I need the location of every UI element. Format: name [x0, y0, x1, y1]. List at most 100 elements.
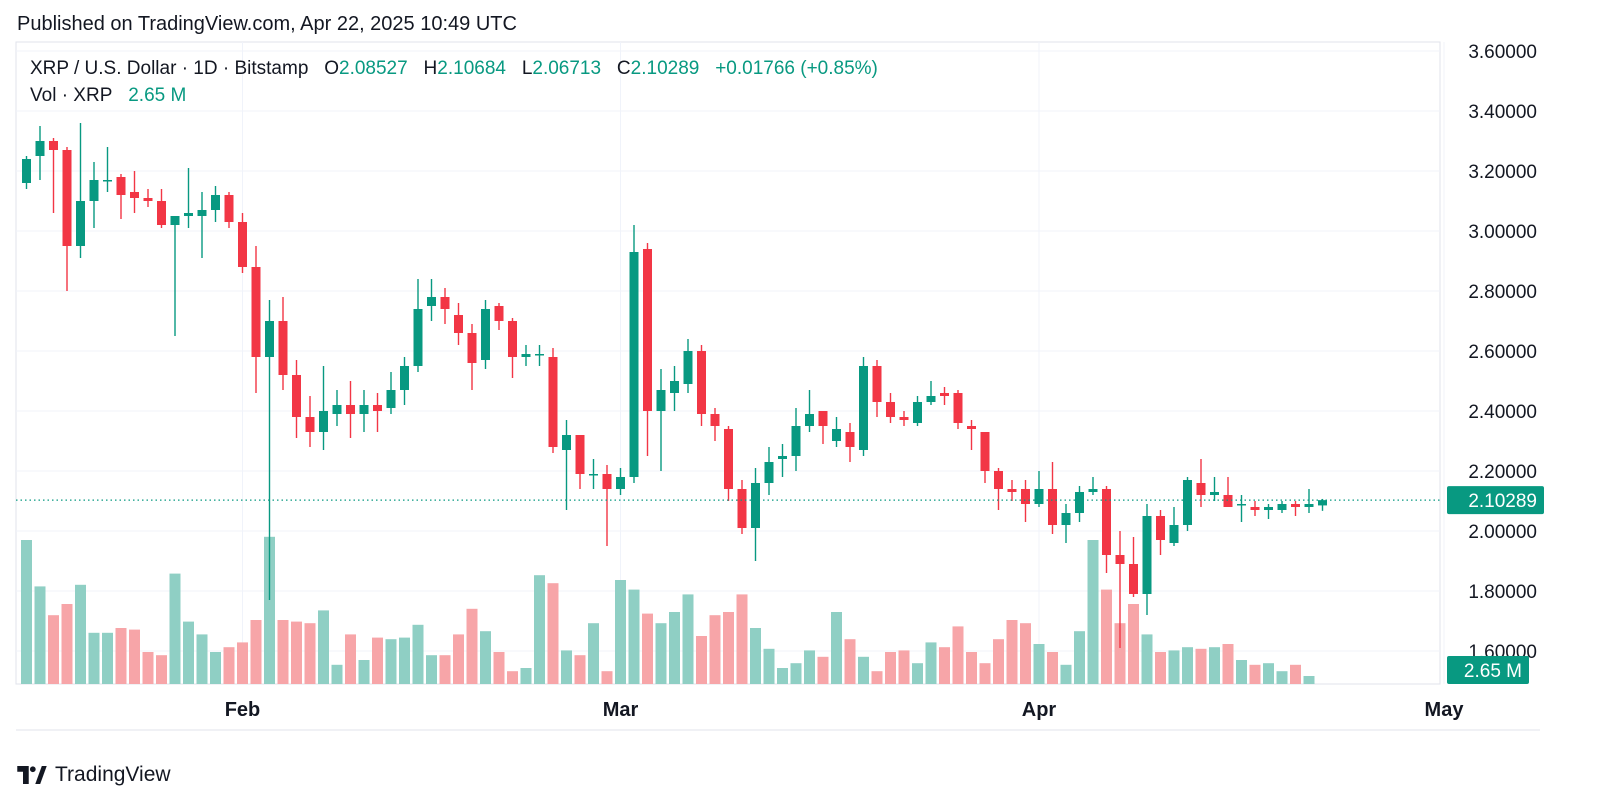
candle-body: [22, 159, 31, 183]
volume-bar: [642, 613, 653, 684]
candle-body: [143, 198, 153, 201]
candle-body: [76, 201, 85, 246]
candle-body: [1061, 513, 1071, 525]
volume-bar: [561, 650, 572, 684]
volume-bar: [696, 636, 707, 684]
open-value: 2.08527: [339, 58, 408, 79]
candle-body: [116, 177, 126, 195]
candle-body: [724, 429, 733, 489]
volume-bar: [1074, 631, 1085, 684]
volume-bar: [1168, 650, 1180, 684]
volume-bar: [88, 632, 100, 684]
volume-bar: [1087, 540, 1099, 684]
candle-body: [953, 393, 963, 423]
volume-bar: [48, 615, 59, 684]
candle-body: [818, 411, 828, 426]
y-tick-label: 2.60000: [1468, 342, 1537, 363]
volume-bar: [682, 594, 694, 684]
volume-bar: [939, 647, 950, 684]
y-tick-label: 2.40000: [1468, 402, 1537, 423]
volume-bar: [1006, 620, 1018, 684]
candle-body: [62, 150, 72, 246]
candle-body: [521, 354, 531, 357]
candle-body: [157, 201, 166, 225]
low-label: L: [521, 58, 533, 79]
volume-bar: [979, 663, 991, 684]
volume-bar: [966, 652, 977, 684]
volume-bar: [102, 632, 113, 684]
volume-bar: [372, 637, 383, 684]
y-tick-label: 1.80000: [1468, 582, 1537, 603]
last-price-badge: [1447, 486, 1544, 515]
volume-bar: [1128, 604, 1139, 684]
open-label: O: [324, 58, 340, 79]
candle-body: [967, 426, 976, 429]
candle-body: [251, 267, 261, 357]
candle-body: [1129, 564, 1138, 594]
candle-body: [103, 180, 112, 182]
volume-bar: [885, 652, 896, 684]
volume-bar: [655, 623, 667, 684]
candle-body: [656, 390, 666, 411]
tradingview-brand[interactable]: TradingView: [55, 763, 171, 786]
volume-bar: [547, 583, 559, 684]
y-tick-label: 2.00000: [1468, 522, 1537, 543]
y-tick-label: 3.00000: [1468, 222, 1537, 243]
candle-body: [346, 405, 355, 414]
volume-bar: [453, 634, 464, 684]
price-chart[interactable]: 3.60000 3.40000 3.20000 3.00000 2.80000 2.600…: [0, 0, 1600, 740]
candle-body: [778, 456, 787, 459]
candle-body: [886, 402, 895, 417]
volume-bar: [183, 621, 194, 684]
volume-bar: [129, 629, 140, 684]
candle-body: [940, 393, 949, 396]
volume-bar: [115, 628, 127, 684]
volume-legend: Vol · XRP 2.65 M: [30, 85, 186, 107]
volume-bar: [331, 664, 343, 684]
volume-bar: [871, 671, 883, 684]
volume-bar: [250, 620, 262, 684]
axes: 3.60000 3.40000 3.20000 3.00000 2.80000 2.600…: [16, 42, 1544, 721]
candle-body: [1291, 504, 1300, 507]
candle-body: [548, 357, 558, 447]
candle-body: [562, 435, 571, 450]
candle-body: [224, 195, 234, 222]
candle-body: [670, 381, 679, 393]
candle-body: [872, 366, 882, 402]
candle-body: [859, 366, 868, 450]
volume-bar: [169, 573, 181, 684]
volume-bar: [1047, 652, 1058, 684]
volume-bar: [291, 621, 302, 684]
close-label: C: [616, 58, 631, 79]
y-tick-label: 2.80000: [1468, 282, 1537, 303]
volume-bar: [61, 604, 73, 684]
candle-body: [292, 375, 301, 417]
volume-bar: [34, 586, 46, 684]
volume-bar: [858, 656, 869, 684]
volume-bar: [574, 655, 586, 684]
candle-body: [629, 252, 639, 477]
volume-bar: [912, 663, 923, 684]
candle-body: [373, 405, 382, 411]
volume-bar: [210, 652, 221, 684]
candle-body: [1277, 504, 1287, 510]
candle-body: [1223, 495, 1233, 507]
candle-body: [535, 354, 544, 356]
volume-value: 2.65 M: [128, 85, 187, 106]
candle-body: [805, 414, 814, 426]
volume-bar: [925, 642, 937, 684]
candle-body: [845, 432, 855, 447]
volume-bar: [1182, 647, 1193, 684]
tradingview-logo-icon[interactable]: [17, 766, 47, 784]
candle-body: [764, 462, 774, 483]
candle-body: [440, 297, 450, 309]
volume-bar: [1155, 652, 1166, 684]
high-value: 2.10684: [437, 58, 506, 79]
candle-body: [602, 474, 612, 489]
last-volume-label: 2.65 M: [1464, 661, 1522, 682]
footer: TradingView: [17, 762, 171, 788]
chart-grid: [15, 41, 1540, 731]
x-tick-label: Mar: [603, 699, 639, 721]
candle-body: [265, 321, 274, 357]
last-price-label: 2.10289: [1468, 491, 1537, 512]
